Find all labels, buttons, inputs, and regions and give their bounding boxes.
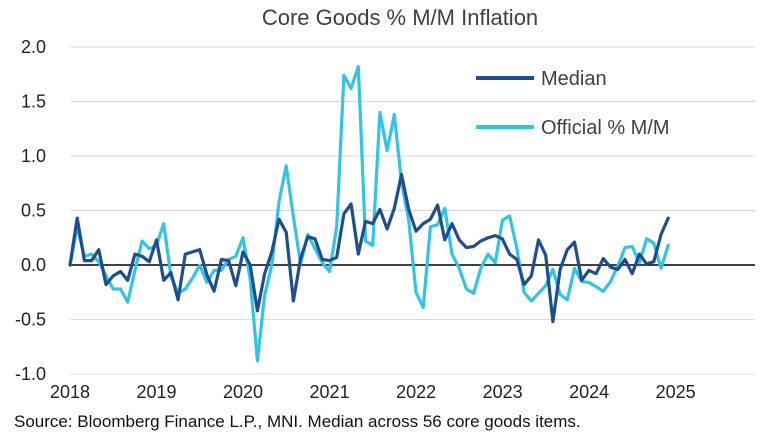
x-tick-label: 2023: [483, 382, 523, 402]
series-line-official: [68, 64, 670, 363]
x-tick-label: 2018: [50, 382, 90, 402]
x-axis: 2018 2019 2020 2021 2022 2023 2024 2025: [50, 382, 696, 402]
legend: Median Official % M/M: [476, 68, 670, 139]
legend-label-official: Official % M/M: [541, 117, 670, 139]
y-axis: 2.0 1.5 1.0 0.5 0.0 -0.5 -1.0: [15, 37, 46, 384]
x-tick-label: 2021: [310, 382, 350, 402]
grid: [70, 46, 755, 375]
chart-title: Core Goods % M/M Inflation: [262, 5, 538, 30]
y-tick-label: 1.5: [21, 92, 46, 112]
legend-label-median: Median: [541, 68, 607, 90]
y-tick-label: 1.0: [21, 146, 46, 166]
x-tick-label: 2022: [396, 382, 436, 402]
y-tick-label: -0.5: [15, 310, 46, 330]
series-lines: [68, 64, 670, 363]
y-tick-label: 0.0: [21, 255, 46, 275]
x-tick-label: 2019: [136, 382, 176, 402]
x-tick-label: 2020: [223, 382, 263, 402]
x-tick-label: 2024: [569, 382, 609, 402]
x-tick-label: 2025: [656, 382, 696, 402]
y-tick-label: -1.0: [15, 364, 46, 384]
y-tick-label: 0.5: [21, 201, 46, 221]
source-note: Source: Bloomberg Finance L.P., MNI. Med…: [14, 412, 581, 431]
y-tick-label: 2.0: [21, 37, 46, 57]
series-line-median: [68, 172, 670, 324]
